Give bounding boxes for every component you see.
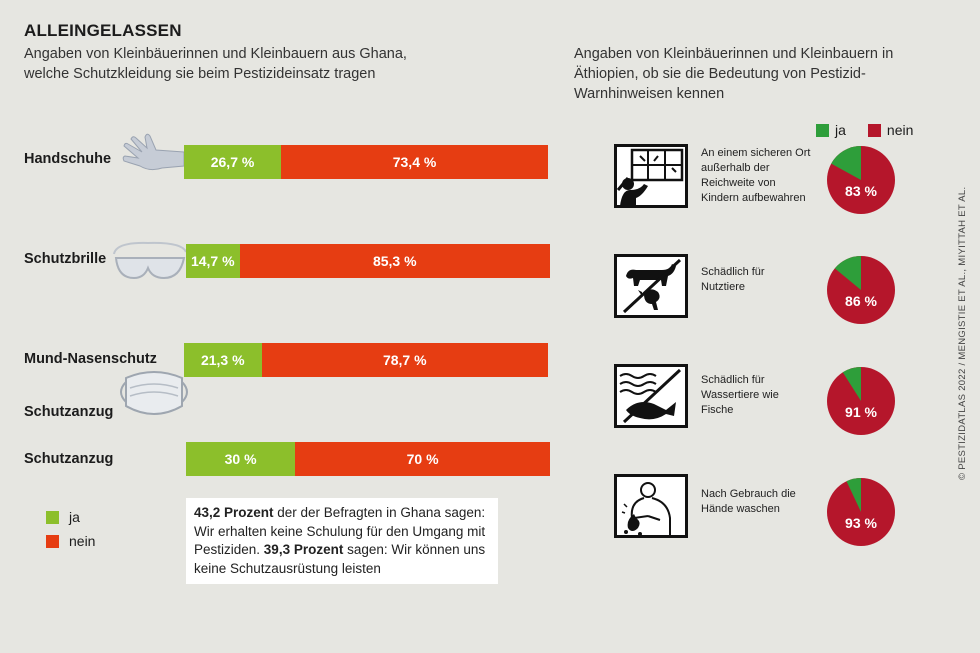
bar-segment-nein: 70 % [295, 442, 550, 476]
stray-category-label: Schutzanzug [24, 404, 114, 420]
goggles-icon [113, 241, 187, 280]
harmful-livestock-icon [614, 254, 688, 318]
legend-left: ja nein [46, 507, 95, 555]
pie-chart: 86 % [827, 256, 895, 324]
pie-chart: 91 % [827, 367, 895, 435]
pie-chart: 83 % [827, 146, 895, 214]
data-label: 26,7 % [210, 154, 255, 170]
legend-label: ja [835, 122, 846, 138]
legend-swatch-ja [46, 510, 59, 524]
chart-title: ALLEINGELASSEN [24, 21, 182, 40]
info-box: 43,2 Prozent der der Befragten in Ghana … [186, 498, 498, 584]
data-label: 85,3 % [372, 253, 417, 269]
bar-segment-nein: 85,3 % [239, 244, 550, 278]
pie-value-label: 91 % [845, 404, 877, 420]
bar-row: 26,7 % 73,4 % [184, 145, 548, 179]
pie-value-label: 93 % [845, 515, 877, 531]
keep-away-from-children-icon [614, 144, 688, 208]
warning-label: Nach Gebrauch die Hände waschen [701, 488, 796, 515]
bar-segment-ja: 14,7 % [186, 244, 240, 278]
pie-slice-ja [846, 478, 861, 512]
data-label: 21,3 % [200, 352, 245, 368]
legend-label: nein [886, 122, 914, 138]
left-subtitle: Angaben von Kleinbäuerinnen und Kleinbau… [24, 46, 407, 82]
category-label: Handschuhe [24, 151, 112, 167]
bar-row: 21,3 % 78,7 % [184, 343, 548, 377]
info-text-1: der der Befragten in Ghana sagen: Wir er… [194, 505, 486, 557]
warning-label: Schädlich für Wassertiere wie Fische [701, 374, 779, 416]
info-stat-2: 39,3 Prozent [263, 542, 344, 557]
pie-value-label: 83 % [845, 183, 877, 199]
pie-chart: 93 % [827, 478, 895, 546]
face-mask-icon [120, 371, 188, 415]
bar-row: 30 % 70 % [186, 442, 550, 476]
info-text-2: sagen: Wir können uns keine Schutzausrüs… [194, 542, 486, 576]
bar-segment-ja: 21,3 % [184, 343, 262, 377]
legend-item-nein: nein [46, 531, 95, 551]
category-label: Schutzanzug [24, 451, 114, 467]
harmful-fish-icon [614, 364, 688, 428]
right-subtitle: Angaben von Kleinbäuerinnen und Kleinbau… [574, 46, 894, 102]
info-stat-1: 43,2 Prozent [194, 505, 274, 520]
warning-label: An einem sicheren Ort außerhalb der Reic… [701, 147, 811, 204]
legend-swatch-ja [816, 123, 829, 137]
legend-swatch-nein [46, 534, 59, 548]
warning-label: Schädlich für Nutztiere [701, 266, 765, 293]
bar-segment-nein: 78,7 % [261, 343, 548, 377]
pie-value-label: 86 % [845, 293, 877, 309]
legend-swatch-nein [867, 123, 881, 137]
legend-item-ja: ja [46, 507, 95, 527]
pie-slice-ja [842, 367, 861, 401]
bar-segment-nein: 73,4 % [281, 145, 548, 179]
category-label: Mund-Nasenschutz [24, 351, 157, 367]
legend-label: nein [69, 533, 96, 549]
pie-slice-ja [834, 256, 861, 290]
data-label: 14,7 % [190, 253, 235, 269]
data-label: 70 % [406, 451, 439, 467]
data-label: 30 % [224, 451, 257, 467]
glove-icon [122, 133, 185, 171]
bar-segment-ja: 26,7 % [184, 145, 282, 179]
legend-label: ja [69, 509, 80, 525]
category-label: Schutzbrille [24, 251, 107, 267]
data-label: 73,4 % [392, 154, 437, 170]
data-label: 78,7 % [382, 352, 427, 368]
bar-segment-ja: 30 % [186, 442, 296, 476]
wash-hands-icon [614, 474, 688, 538]
legend-right: ja nein [816, 122, 913, 138]
bar-row: 14,7 % 85,3 % [186, 244, 550, 278]
source-credit: © PESTIZIDATLAS 2022 / MENGISTIE ET AL.,… [957, 186, 968, 480]
pie-slice-ja [831, 146, 861, 180]
